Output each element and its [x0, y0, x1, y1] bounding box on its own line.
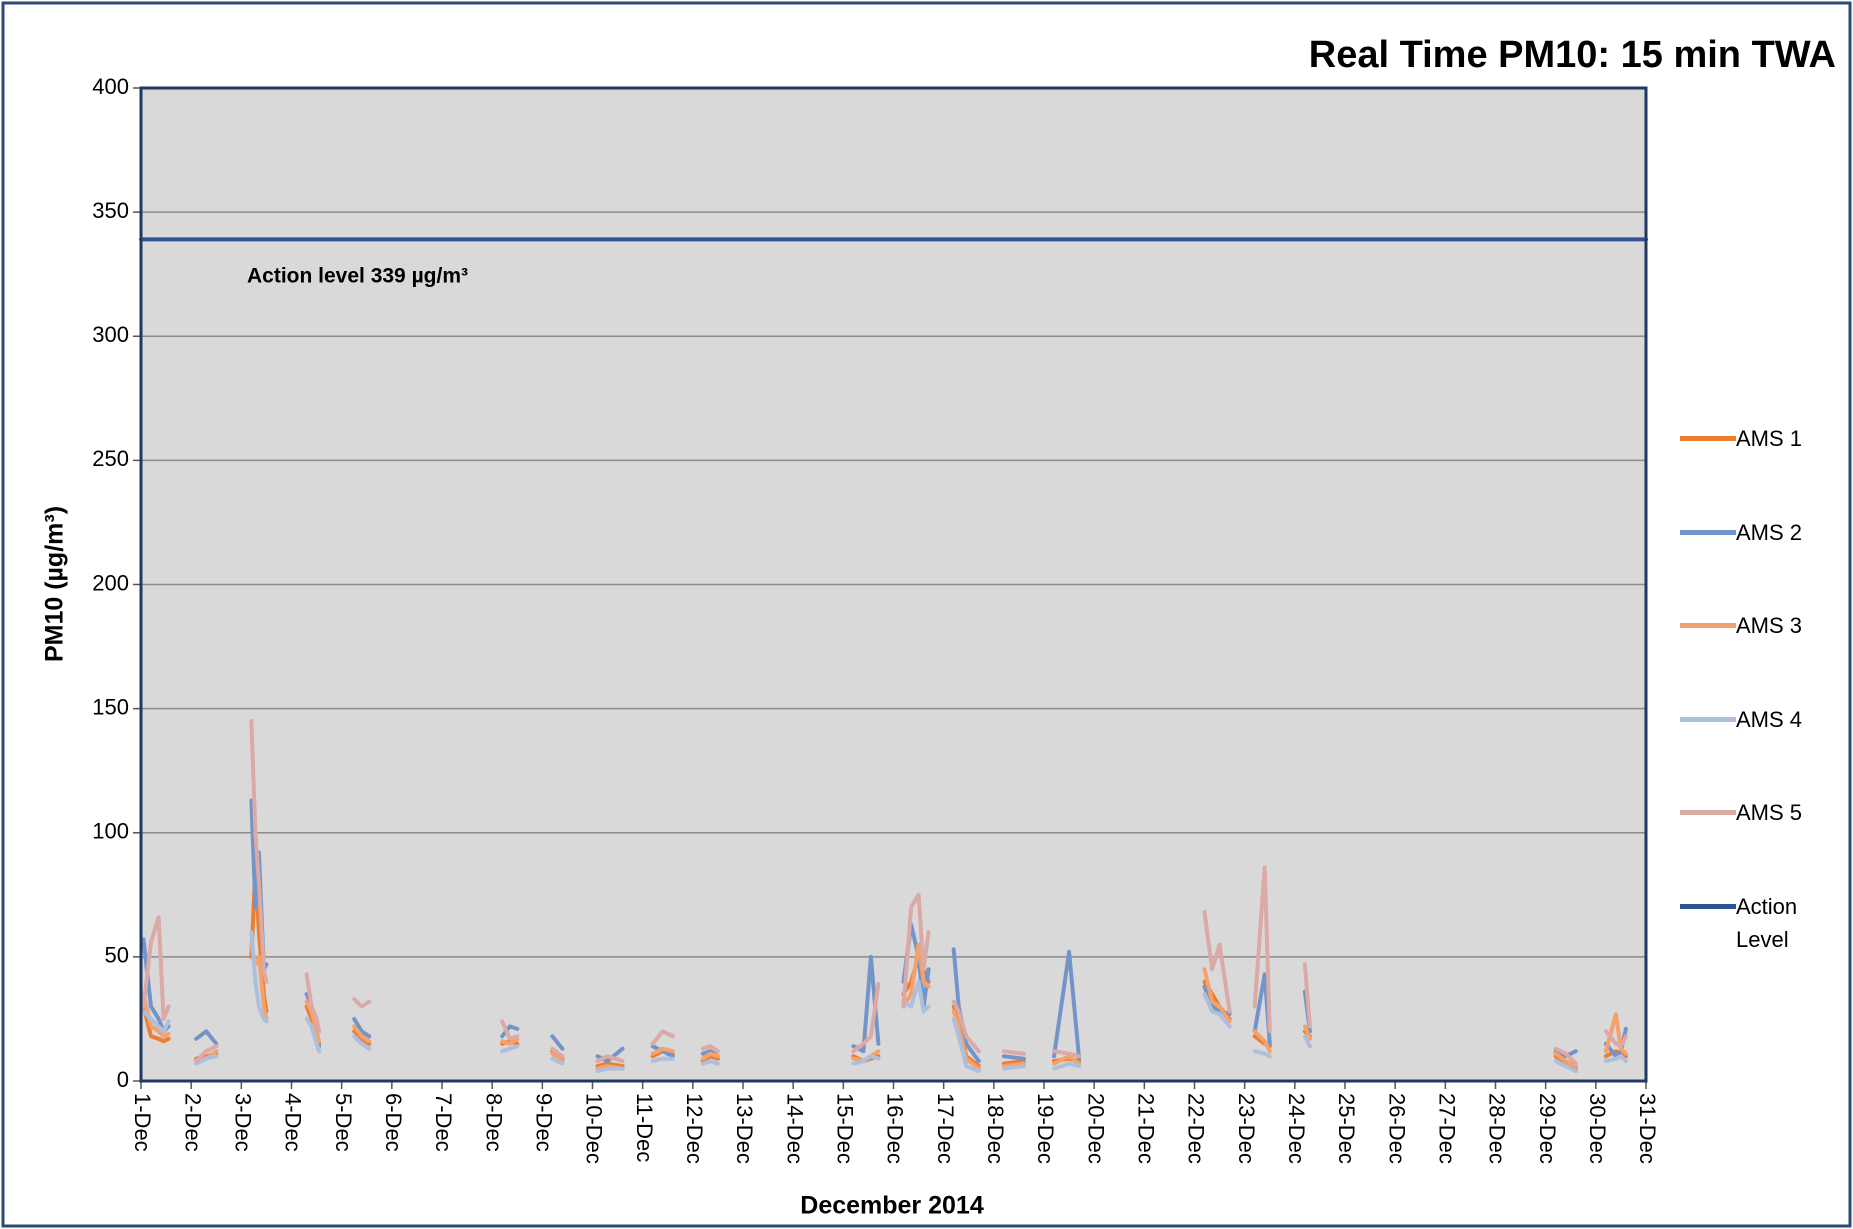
y-tick-label: 300 — [92, 322, 129, 347]
chart-title: Real Time PM10: 15 min TWA — [1309, 34, 1836, 76]
plot-border — [139, 86, 1648, 1083]
legend-item: AMS 3 — [1680, 609, 1850, 642]
legend-swatch — [1680, 529, 1736, 535]
x-tick-label: 28-Dec — [1485, 1093, 1510, 1164]
y-tick-label: 200 — [92, 570, 129, 595]
y-axis-title: PM10 (µg/m³) — [41, 506, 69, 662]
x-tick-label: 20-Dec — [1083, 1093, 1108, 1164]
legend-swatch — [1680, 810, 1736, 815]
legend-item: Action Level — [1680, 890, 1850, 956]
x-tick-label: 10-Dec — [582, 1093, 607, 1164]
x-tick-label: 4-Dec — [281, 1093, 306, 1152]
legend-swatch — [1680, 623, 1736, 628]
x-tick-label: 29-Dec — [1535, 1093, 1560, 1164]
x-tick-label: 27-Dec — [1435, 1093, 1460, 1164]
x-tick-label: 21-Dec — [1134, 1093, 1159, 1164]
y-tick-label: 100 — [92, 819, 129, 844]
x-axis-title: December 2014 — [800, 1192, 984, 1220]
x-tick-label: 24-Dec — [1284, 1093, 1309, 1164]
x-tick-label: 6-Dec — [381, 1093, 406, 1152]
x-tick-label: 16-Dec — [883, 1093, 908, 1164]
x-tick-label: 1-Dec — [130, 1093, 155, 1152]
x-tick-label: 2-Dec — [180, 1093, 205, 1152]
x-tick-label: 25-Dec — [1334, 1093, 1359, 1164]
x-tick-label: 3-Dec — [231, 1093, 256, 1152]
x-tick-label: 5-Dec — [331, 1093, 356, 1152]
legend-item: AMS 4 — [1680, 703, 1850, 736]
legend-label: AMS 4 — [1736, 706, 1803, 732]
x-tick-label: 15-Dec — [833, 1093, 858, 1164]
x-tick-label: 14-Dec — [782, 1093, 807, 1164]
x-tick-label: 11-Dec — [632, 1093, 657, 1162]
y-tick-label: 150 — [92, 694, 129, 719]
x-tick-label: 22-Dec — [1184, 1093, 1209, 1164]
x-tick-label: 30-Dec — [1585, 1093, 1610, 1164]
x-tick-label: 9-Dec — [532, 1093, 557, 1152]
x-tick-label: 18-Dec — [983, 1093, 1008, 1164]
x-tick-label: 19-Dec — [1033, 1093, 1058, 1164]
annotation: Action level 339 µg/m³ — [247, 265, 468, 288]
legend-label: AMS 3 — [1736, 613, 1803, 638]
y-tick-label: 50 — [105, 943, 129, 968]
x-tick-label: 31-Dec — [1635, 1093, 1660, 1164]
x-tick-label: 23-Dec — [1234, 1093, 1259, 1164]
y-tick-label: 400 — [92, 74, 129, 99]
series-line — [141, 719, 1628, 1066]
legend-swatch — [1680, 436, 1736, 441]
legend-label: AMS 5 — [1736, 800, 1803, 825]
legend-swatch — [1680, 716, 1736, 722]
legend-label: Action Level — [1736, 893, 1798, 952]
legend-label: AMS 2 — [1736, 519, 1803, 545]
y-tick-label: 0 — [117, 1067, 129, 1092]
legend-item: AMS 5 — [1680, 796, 1850, 829]
y-tick-label: 350 — [92, 198, 129, 223]
legend-item: AMS 1 — [1680, 422, 1850, 455]
x-tick-label: 8-Dec — [481, 1093, 506, 1152]
x-tick-label: 7-Dec — [431, 1093, 456, 1152]
series-line — [141, 930, 1628, 1074]
x-tick-label: 17-Dec — [933, 1093, 958, 1164]
legend-item: AMS 2 — [1680, 516, 1850, 549]
y-tick-label: 250 — [92, 446, 129, 471]
x-tick-label: 26-Dec — [1384, 1093, 1409, 1164]
x-tick-label: 13-Dec — [732, 1093, 757, 1164]
legend-label: AMS 1 — [1736, 426, 1803, 451]
legend-swatch — [1680, 903, 1736, 909]
series-line — [141, 942, 1628, 1071]
x-tick-label: 12-Dec — [682, 1093, 707, 1164]
